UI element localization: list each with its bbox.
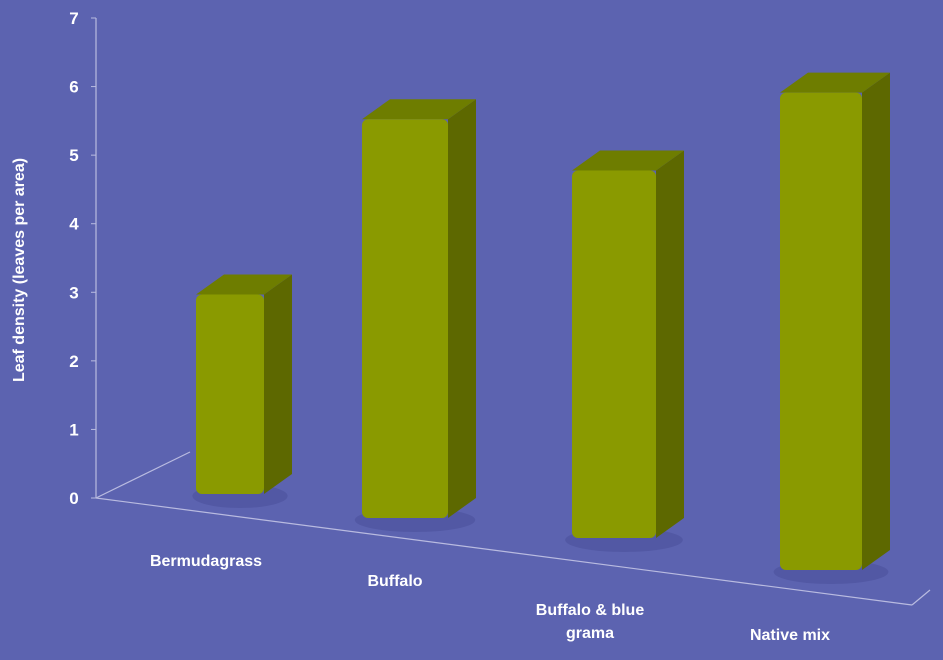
x-tick-label: Native mix <box>750 627 830 644</box>
y-tick-label: 0 <box>69 489 78 508</box>
bars <box>192 72 890 584</box>
y-axis-label: Leaf density (leaves per area) <box>11 158 28 382</box>
bar-top <box>362 99 476 120</box>
x-axis-line <box>95 497 913 606</box>
depth-axis-line-end <box>911 589 931 606</box>
y-tick-label: 4 <box>69 215 79 234</box>
bar-top <box>572 150 684 171</box>
axes <box>91 17 931 606</box>
y-tick-label: 5 <box>69 146 78 165</box>
bar <box>572 170 656 538</box>
bar <box>780 92 862 570</box>
x-tick-label: Buffalo & blue <box>536 602 645 619</box>
depth-axis-line <box>95 451 191 499</box>
y-tick-label: 1 <box>69 420 78 439</box>
bar-top <box>780 72 890 93</box>
bar-side <box>656 150 684 538</box>
y-tick-labels: 0 1 2 3 4 5 6 7 <box>69 9 79 508</box>
bar-top <box>196 274 292 295</box>
y-tick-label: 7 <box>69 9 78 28</box>
x-tick-label: Bermudagrass <box>150 553 262 570</box>
y-tick-label: 2 <box>69 352 78 371</box>
bar-side <box>448 99 476 518</box>
x-tick-label: Buffalo <box>367 573 422 590</box>
x-tick-label: grama <box>566 625 614 642</box>
bar <box>362 119 448 518</box>
bar-side <box>264 274 292 494</box>
y-tick-label: 3 <box>69 283 78 302</box>
y-tick-label: 6 <box>69 78 78 97</box>
bar <box>196 294 264 494</box>
x-tick-labels: Bermudagrass Buffalo Buffalo & blue grama Na… <box>150 553 830 644</box>
bar-side <box>862 72 890 570</box>
